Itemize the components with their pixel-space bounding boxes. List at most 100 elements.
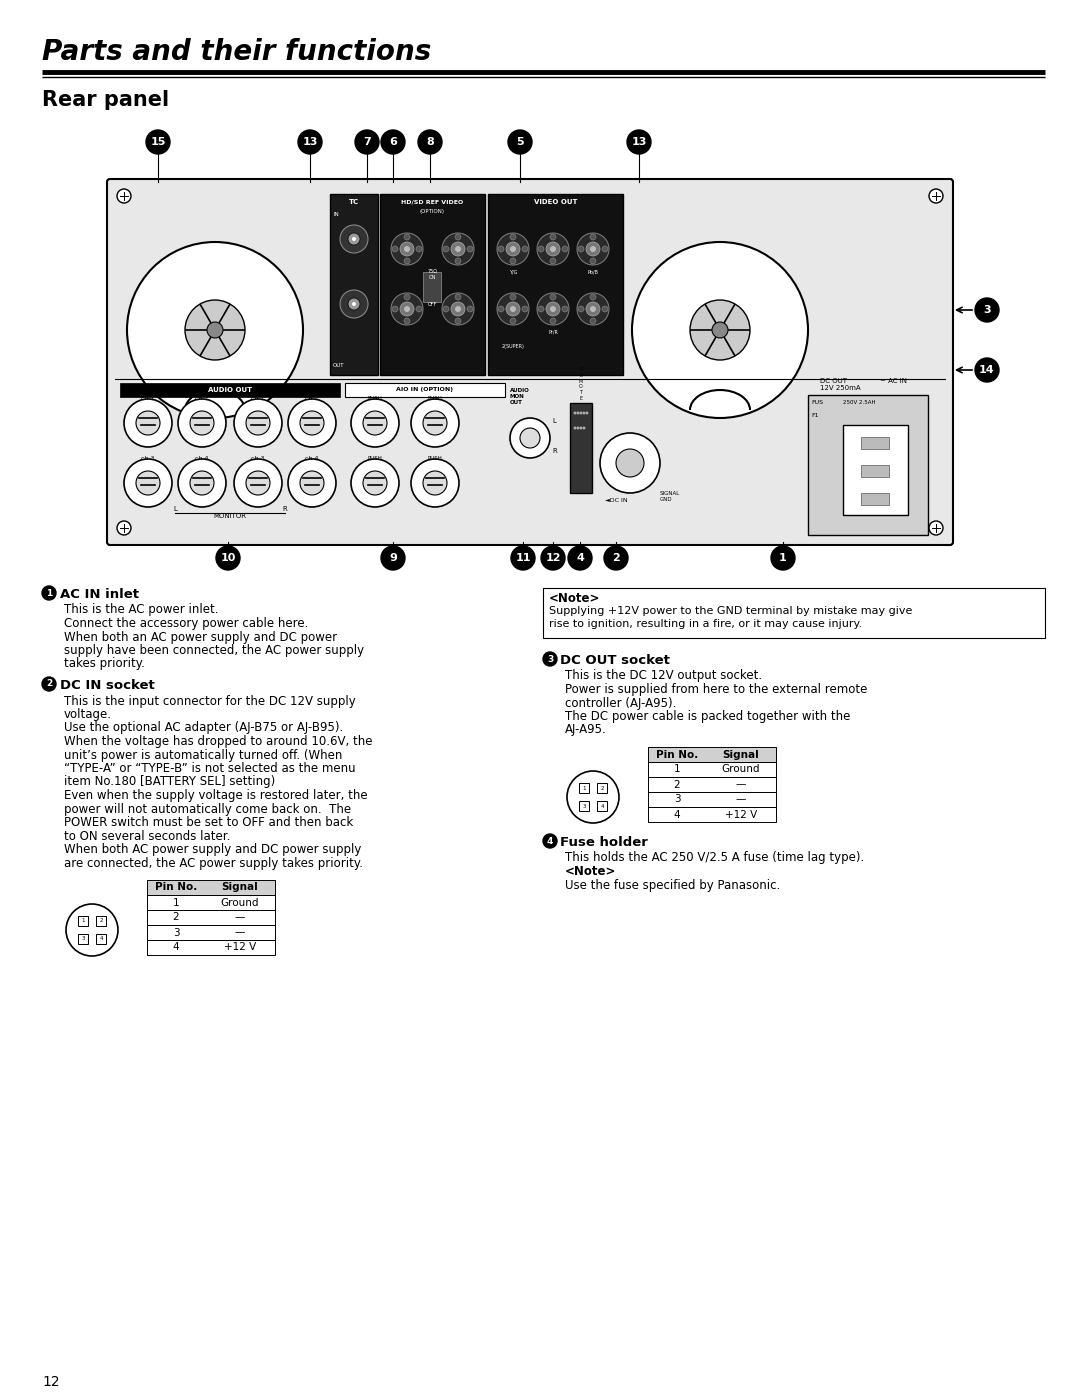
Text: 4: 4: [546, 837, 553, 845]
Bar: [861, 493, 889, 504]
Text: 12: 12: [545, 553, 561, 563]
Circle shape: [455, 293, 461, 300]
Circle shape: [298, 130, 322, 154]
Circle shape: [577, 293, 609, 326]
Text: 3: 3: [173, 928, 179, 937]
Circle shape: [602, 246, 608, 251]
Circle shape: [411, 400, 459, 447]
Text: 3: 3: [81, 936, 84, 942]
Bar: [96, 935, 106, 944]
Circle shape: [288, 400, 336, 447]
Circle shape: [507, 302, 519, 316]
Text: Use the optional AC adapter (AJ-B75 or AJ-B95).: Use the optional AC adapter (AJ-B75 or A…: [64, 721, 343, 735]
Circle shape: [573, 412, 577, 415]
Circle shape: [300, 411, 324, 434]
Text: 1: 1: [779, 553, 787, 563]
Circle shape: [712, 321, 728, 338]
Text: 1: 1: [674, 764, 680, 774]
Circle shape: [562, 306, 568, 312]
Text: 8: 8: [427, 137, 434, 147]
Text: Pr/R: Pr/R: [548, 330, 558, 334]
Text: AUDIO OUT: AUDIO OUT: [208, 387, 252, 393]
Text: PUSH: PUSH: [428, 395, 443, 401]
FancyBboxPatch shape: [107, 179, 953, 545]
Circle shape: [585, 412, 589, 415]
Circle shape: [546, 242, 561, 256]
Circle shape: [577, 426, 580, 429]
Text: <Note>: <Note>: [565, 865, 617, 877]
Circle shape: [522, 246, 528, 251]
Circle shape: [578, 246, 584, 251]
Circle shape: [381, 546, 405, 570]
Circle shape: [550, 306, 556, 312]
Circle shape: [467, 306, 473, 312]
Text: 14: 14: [980, 365, 995, 374]
Circle shape: [404, 235, 410, 240]
Text: 2: 2: [173, 912, 179, 922]
Circle shape: [510, 306, 516, 312]
Text: 4: 4: [173, 943, 179, 953]
Text: —: —: [234, 928, 245, 937]
Circle shape: [510, 319, 516, 324]
Bar: [861, 465, 889, 476]
Circle shape: [404, 246, 410, 251]
Circle shape: [510, 246, 516, 251]
Circle shape: [351, 460, 399, 507]
Text: This is the DC 12V output socket.: This is the DC 12V output socket.: [565, 669, 762, 683]
Circle shape: [519, 427, 540, 448]
Circle shape: [442, 233, 474, 265]
Text: ch 3: ch 3: [252, 455, 265, 461]
Text: Pin No.: Pin No.: [656, 750, 698, 760]
Text: Y/G: Y/G: [509, 270, 517, 274]
Circle shape: [404, 293, 410, 300]
Circle shape: [234, 460, 282, 507]
Circle shape: [136, 411, 160, 434]
Text: The DC power cable is packed together with the: The DC power cable is packed together wi…: [565, 710, 850, 724]
Text: ~ AC IN: ~ AC IN: [880, 379, 907, 384]
Circle shape: [543, 834, 557, 848]
Text: 7: 7: [363, 137, 370, 147]
Circle shape: [498, 246, 504, 251]
Text: OUT: OUT: [333, 363, 345, 367]
Circle shape: [451, 242, 465, 256]
Circle shape: [582, 412, 585, 415]
Text: ◄DC IN: ◄DC IN: [605, 497, 627, 503]
Circle shape: [451, 302, 465, 316]
Bar: [648, 777, 777, 792]
Text: This is the AC power inlet.: This is the AC power inlet.: [64, 604, 218, 616]
Circle shape: [352, 302, 356, 306]
Text: 6: 6: [389, 137, 397, 147]
Circle shape: [550, 246, 556, 251]
Text: AIO IN (OPTION): AIO IN (OPTION): [396, 387, 454, 393]
Text: R
E
M
O
T
E: R E M O T E: [579, 367, 583, 401]
Text: FUS: FUS: [811, 400, 823, 405]
Text: +12 V: +12 V: [725, 809, 757, 820]
Text: 4: 4: [576, 553, 584, 563]
Circle shape: [590, 306, 596, 312]
Circle shape: [416, 246, 422, 251]
Text: 4: 4: [99, 936, 103, 942]
Circle shape: [616, 448, 644, 476]
Text: 2: 2: [674, 780, 680, 789]
Text: POWER switch must be set to OFF and then back: POWER switch must be set to OFF and then…: [64, 816, 353, 828]
Circle shape: [351, 400, 399, 447]
Text: Ground: Ground: [220, 897, 259, 908]
Text: 1: 1: [582, 785, 585, 791]
Bar: [78, 916, 87, 926]
Circle shape: [510, 235, 516, 240]
Text: When both an AC power supply and DC power: When both an AC power supply and DC powe…: [64, 630, 337, 644]
Circle shape: [443, 246, 449, 251]
Circle shape: [537, 233, 569, 265]
Text: <Note>: <Note>: [549, 592, 600, 605]
Circle shape: [340, 225, 368, 253]
Text: supply have been connected, the AC power supply: supply have been connected, the AC power…: [64, 644, 364, 657]
Text: —: —: [735, 795, 746, 805]
Text: ch 4: ch 4: [195, 455, 208, 461]
Circle shape: [590, 235, 596, 240]
Circle shape: [771, 546, 795, 570]
Circle shape: [582, 426, 585, 429]
Circle shape: [207, 321, 222, 338]
Text: F1: F1: [811, 414, 819, 418]
Circle shape: [216, 546, 240, 570]
Circle shape: [577, 412, 580, 415]
